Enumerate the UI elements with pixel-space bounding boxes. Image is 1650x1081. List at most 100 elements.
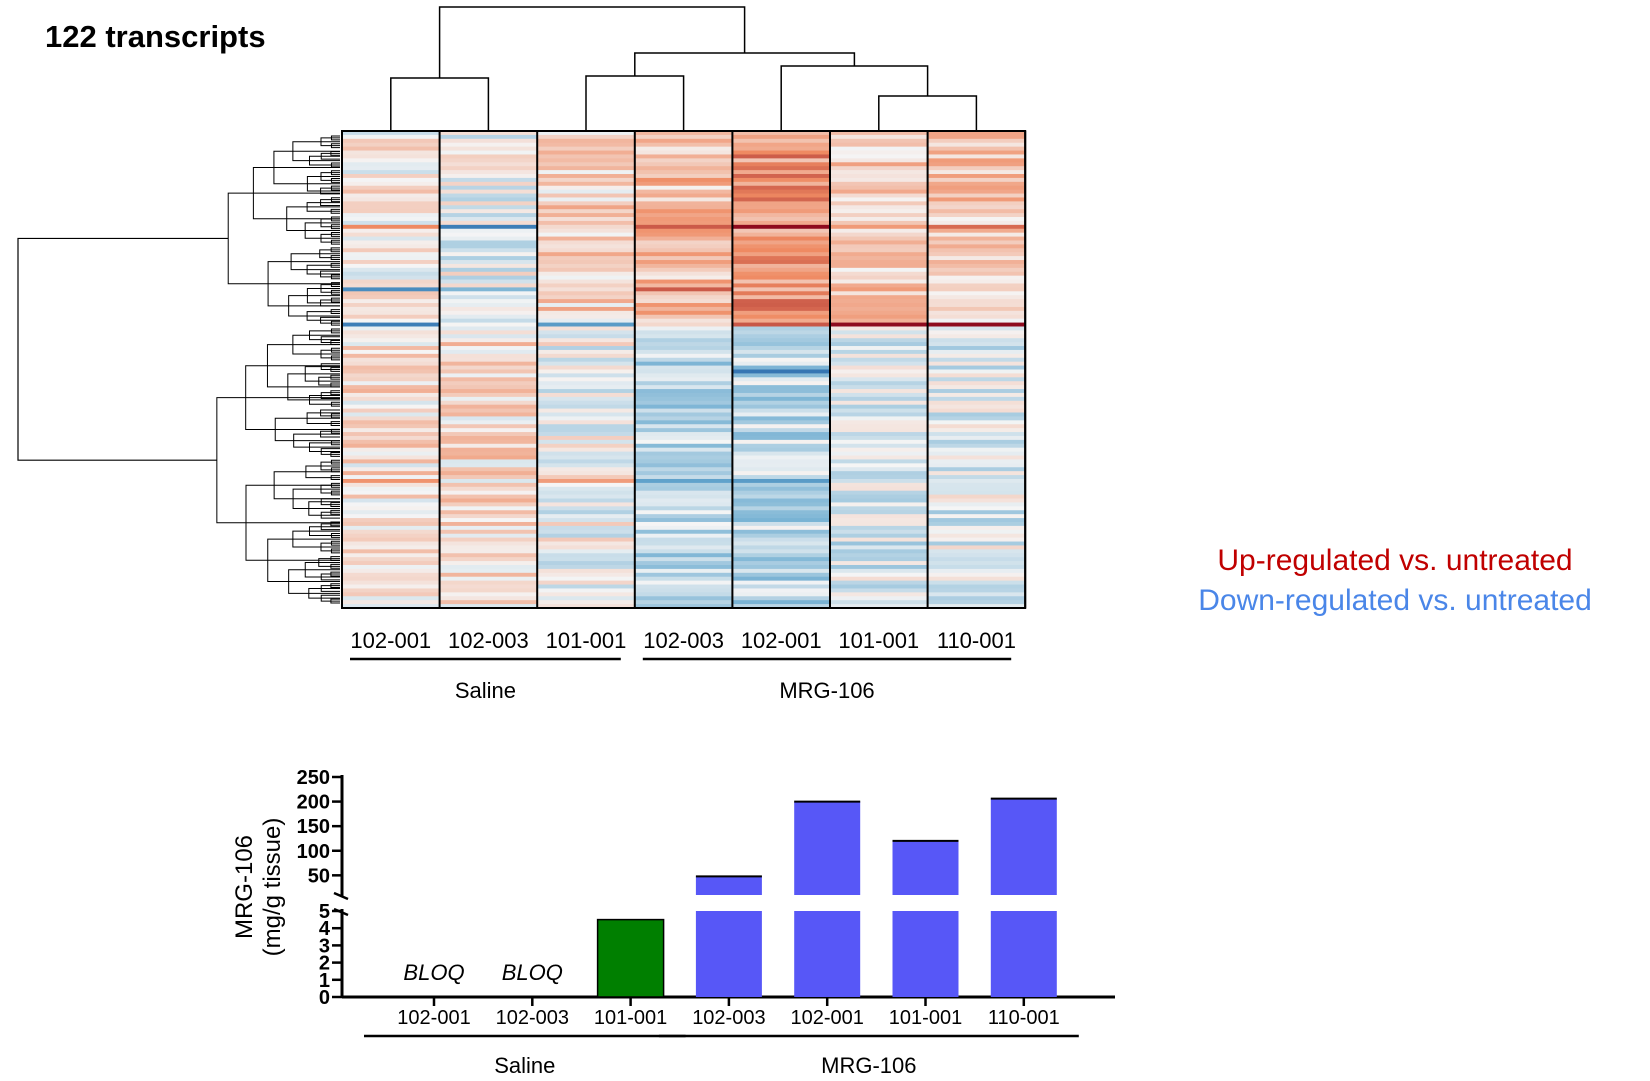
heatmap-cell bbox=[830, 318, 928, 323]
heatmap-cell bbox=[439, 299, 538, 304]
heatmap-cell bbox=[342, 467, 440, 472]
dendrogram-link bbox=[227, 192, 340, 285]
heatmap-cell bbox=[537, 447, 636, 453]
heatmap-cell bbox=[830, 420, 928, 425]
heatmap-cell bbox=[439, 248, 538, 253]
heatmap-cell bbox=[537, 412, 636, 417]
heatmap-cell bbox=[537, 486, 636, 492]
heatmap-cell bbox=[927, 306, 1026, 312]
heatmap-cell bbox=[537, 318, 636, 323]
heatmap-cell bbox=[830, 478, 928, 484]
heatmap-cell bbox=[342, 232, 440, 237]
heatmap-cell bbox=[927, 377, 1026, 382]
heatmap-cell bbox=[634, 408, 733, 413]
heatmap-cell bbox=[732, 236, 831, 241]
heatmap-cell bbox=[732, 443, 831, 449]
heatmap-cell bbox=[830, 260, 928, 265]
heatmap-cell bbox=[830, 580, 928, 585]
heatmap-cell bbox=[342, 193, 440, 198]
heatmap-cell bbox=[342, 365, 440, 370]
heatmap-cell bbox=[927, 428, 1026, 433]
heatmap-cell bbox=[732, 213, 831, 218]
heatmap-cell bbox=[732, 525, 831, 531]
heatmap-cell bbox=[927, 576, 1026, 582]
y-tick-label: 50 bbox=[308, 865, 330, 887]
heatmap-cell bbox=[634, 576, 733, 582]
heatmap-cell bbox=[342, 541, 440, 546]
heatmap-cell bbox=[342, 213, 440, 218]
heatmap-cell bbox=[439, 392, 538, 398]
heatmap-cell bbox=[732, 369, 831, 374]
heatmap-cell bbox=[537, 346, 636, 351]
heatmap-cell bbox=[439, 174, 538, 179]
heatmap-cell bbox=[439, 377, 538, 382]
heatmap-cell bbox=[537, 299, 636, 304]
heatmap-cell bbox=[830, 181, 928, 187]
heatmap-cell bbox=[732, 572, 831, 578]
heatmap-cell bbox=[830, 220, 928, 226]
heatmap-cell bbox=[439, 189, 538, 194]
heatmap-cell bbox=[537, 174, 636, 179]
heatmap-cell bbox=[342, 510, 440, 515]
heatmap-cell bbox=[634, 177, 733, 183]
heatmap-cell bbox=[927, 447, 1026, 453]
heatmap-cell bbox=[342, 549, 440, 554]
heatmap-cell bbox=[927, 400, 1026, 406]
heatmap-cell bbox=[342, 306, 440, 312]
heatmap-cell bbox=[634, 412, 733, 417]
heatmap-cell bbox=[537, 342, 636, 347]
heatmap-cell bbox=[830, 338, 928, 343]
heatmap-cell bbox=[732, 365, 831, 370]
heatmap-cell bbox=[439, 349, 538, 355]
heatmap-cell bbox=[439, 443, 538, 449]
heatmap-cell bbox=[830, 213, 928, 218]
heatmap-cell bbox=[927, 314, 1026, 320]
heatmap-cell bbox=[732, 596, 831, 601]
heatmap-cell bbox=[634, 557, 733, 562]
heatmap-cell bbox=[537, 244, 636, 249]
heatmap-cell bbox=[634, 455, 733, 460]
heatmap-cell bbox=[439, 408, 538, 413]
heatmap-cell bbox=[732, 330, 831, 335]
heatmap-cell bbox=[927, 463, 1026, 468]
heatmap-cell bbox=[927, 596, 1026, 601]
heatmap-column-label: 102-001 bbox=[741, 628, 822, 653]
heatmap-cell bbox=[830, 244, 928, 249]
heatmap-cell bbox=[732, 604, 831, 609]
heatmap-cell bbox=[732, 416, 831, 421]
heatmap-cell bbox=[537, 142, 636, 148]
heatmap-cell bbox=[927, 420, 1026, 425]
group-label-mrg-106: MRG-106 bbox=[779, 678, 874, 703]
heatmap-cell bbox=[537, 541, 636, 546]
heatmap-cell bbox=[830, 209, 928, 214]
heatmap-cell bbox=[634, 478, 733, 484]
heatmap-cell bbox=[439, 318, 538, 323]
heatmap-cell bbox=[634, 553, 733, 558]
heatmap-cell bbox=[342, 533, 440, 539]
heatmap-cell bbox=[537, 185, 636, 191]
heatmap-cell bbox=[830, 236, 928, 241]
heatmap-cell bbox=[342, 134, 440, 140]
heatmap-cell bbox=[732, 439, 831, 445]
heatmap-cell bbox=[439, 162, 538, 167]
heatmap bbox=[341, 130, 1027, 609]
heatmap-cell bbox=[439, 604, 538, 609]
heatmap-cell bbox=[439, 263, 538, 269]
heatmap-cell bbox=[439, 596, 538, 601]
heatmap-cell bbox=[830, 310, 928, 316]
heatmap-cell bbox=[342, 217, 440, 222]
heatmap-cell bbox=[927, 287, 1026, 292]
heatmap-cell bbox=[634, 404, 733, 409]
heatmap-cell bbox=[732, 494, 831, 499]
heatmap-cell bbox=[537, 377, 636, 382]
bar-upper-segment bbox=[695, 876, 762, 895]
x-tick-label: 101-001 bbox=[594, 1007, 667, 1029]
heatmap-cell bbox=[537, 256, 636, 261]
heatmap-cell bbox=[927, 471, 1026, 476]
heatmap-cell bbox=[537, 271, 636, 277]
heatmap-cell bbox=[634, 342, 733, 347]
heatmap-cell bbox=[439, 592, 538, 597]
heatmap-cell bbox=[732, 244, 831, 249]
heatmap-cell bbox=[927, 260, 1026, 265]
